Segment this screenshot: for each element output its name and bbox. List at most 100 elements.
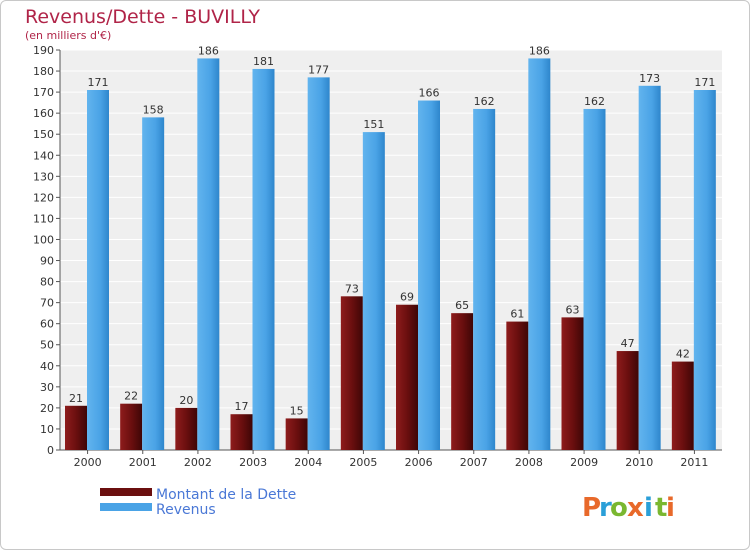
y-tick-label: 130: [33, 170, 54, 183]
legend-label-debt: Montant de la Dette: [156, 487, 296, 503]
x-tick-label: 2002: [184, 456, 212, 469]
legend-label-revenus: Revenus: [156, 502, 216, 518]
y-tick-label: 160: [33, 107, 54, 120]
x-tick-label: 2009: [570, 456, 598, 469]
bar-debt: [561, 317, 584, 450]
bar-value-debt: 22: [124, 390, 138, 403]
bar-revenus: [473, 108, 496, 451]
logo-letter: t: [655, 493, 667, 523]
logo-letter: i: [644, 493, 653, 523]
bar-value-debt: 17: [235, 400, 249, 413]
y-tick-label: 10: [40, 423, 54, 436]
x-tick-label: 2005: [349, 456, 377, 469]
bar-value-debt: 21: [69, 392, 83, 405]
bar-value-revenus: 186: [529, 44, 550, 57]
bar-value-revenus: 171: [88, 76, 109, 89]
x-tick-label: 2003: [239, 456, 267, 469]
y-tick-label: 140: [33, 149, 54, 162]
y-tick-label: 150: [33, 128, 54, 141]
bar-value-debt: 73: [345, 282, 359, 295]
bar-debt: [451, 313, 474, 450]
bar-value-debt: 65: [455, 299, 469, 312]
x-tick-label: 2000: [74, 456, 102, 469]
y-tick-label: 70: [40, 297, 54, 310]
logo-letter: P: [582, 493, 601, 523]
bar-value-debt: 69: [400, 291, 414, 304]
x-tick-label: 2011: [680, 456, 708, 469]
logo-letter: i: [666, 493, 675, 523]
x-tick-label: 2004: [294, 456, 322, 469]
y-tick-label: 30: [40, 381, 54, 394]
bar-debt: [396, 304, 418, 450]
proxiti-logo: Pro x i ti: [582, 493, 675, 523]
bar-debt: [671, 361, 694, 450]
y-tick-label: 190: [33, 44, 54, 57]
legend-swatch-revenus: [100, 503, 152, 511]
y-tick-label: 40: [40, 360, 54, 373]
bar-revenus: [693, 90, 716, 450]
y-axis-ticks: 0 10 20 30 40 50 60 70 80 90 100 110 120 130 140 150 160…: [33, 44, 722, 457]
bar-value-revenus: 177: [308, 63, 329, 76]
y-tick-label: 90: [40, 255, 54, 268]
bar-value-revenus: 173: [639, 72, 660, 85]
bar-value-debt: 47: [621, 337, 635, 350]
y-tick-label: 170: [33, 86, 54, 99]
bars: 21 171 22 158 20 186 17 181 15 177 73 151 69 166 65 162…: [65, 44, 716, 451]
x-tick-label: 2008: [515, 456, 543, 469]
bar-value-debt: 61: [510, 308, 524, 321]
bar-debt: [175, 407, 198, 450]
x-tick-label: 2001: [129, 456, 157, 469]
logo-letter: o: [610, 493, 628, 523]
y-tick-label: 0: [47, 444, 54, 457]
y-tick-label: 110: [33, 212, 54, 225]
bar-value-debt: 15: [290, 404, 304, 417]
bar-value-revenus: 186: [198, 44, 219, 57]
bar-revenus: [638, 85, 661, 450]
logo-letter: r: [599, 493, 612, 523]
bar-debt: [285, 418, 308, 450]
chart-subtitle: (en milliers d'€): [25, 29, 112, 42]
y-tick-label: 100: [33, 233, 54, 246]
legend-swatch-debt: [100, 488, 152, 496]
bar-value-revenus: 166: [419, 87, 440, 100]
bar-debt: [340, 296, 363, 450]
y-tick-label: 50: [40, 339, 54, 352]
bar-revenus: [528, 58, 551, 450]
x-axis-ticks: 2000 2001 2002 2003 2004 2005 2006 2007 2008 2009…: [74, 450, 708, 469]
x-tick-label: 2007: [460, 456, 488, 469]
legend: Montant de la Dette Revenus: [100, 487, 296, 518]
bar-debt: [120, 403, 143, 450]
bar-revenus: [142, 117, 165, 451]
bar-debt: [65, 405, 87, 450]
chart-title: Revenus/Dette - BUVILLY: [25, 6, 260, 28]
bar-value-revenus: 158: [143, 103, 164, 116]
bar-value-revenus: 162: [474, 95, 495, 108]
logo-letter: x: [627, 493, 644, 523]
bar-debt: [506, 321, 529, 450]
x-tick-label: 2006: [405, 456, 433, 469]
bar-value-debt: 20: [179, 394, 193, 407]
bar-value-debt: 63: [566, 303, 580, 316]
x-tick-label: 2010: [625, 456, 653, 469]
bar-value-revenus: 151: [363, 118, 384, 131]
bar-value-revenus: 162: [584, 95, 605, 108]
y-tick-label: 80: [40, 276, 54, 289]
bar-debt: [616, 351, 639, 450]
y-tick-label: 60: [40, 318, 54, 331]
bar-revenus: [418, 100, 440, 451]
bar-revenus: [252, 68, 275, 451]
y-tick-label: 20: [40, 402, 54, 415]
y-tick-label: 120: [33, 191, 54, 204]
bar-revenus: [87, 90, 109, 450]
plot-background: [60, 50, 722, 450]
bar-value-revenus: 171: [694, 76, 715, 89]
bar-revenus: [362, 132, 385, 450]
plot-area: [60, 50, 722, 450]
bar-value-revenus: 181: [253, 55, 274, 68]
bar-debt: [230, 414, 253, 450]
bar-value-debt: 42: [676, 348, 690, 361]
y-tick-label: 180: [33, 65, 54, 78]
bar-revenus: [197, 58, 220, 450]
bar-revenus: [583, 108, 606, 451]
